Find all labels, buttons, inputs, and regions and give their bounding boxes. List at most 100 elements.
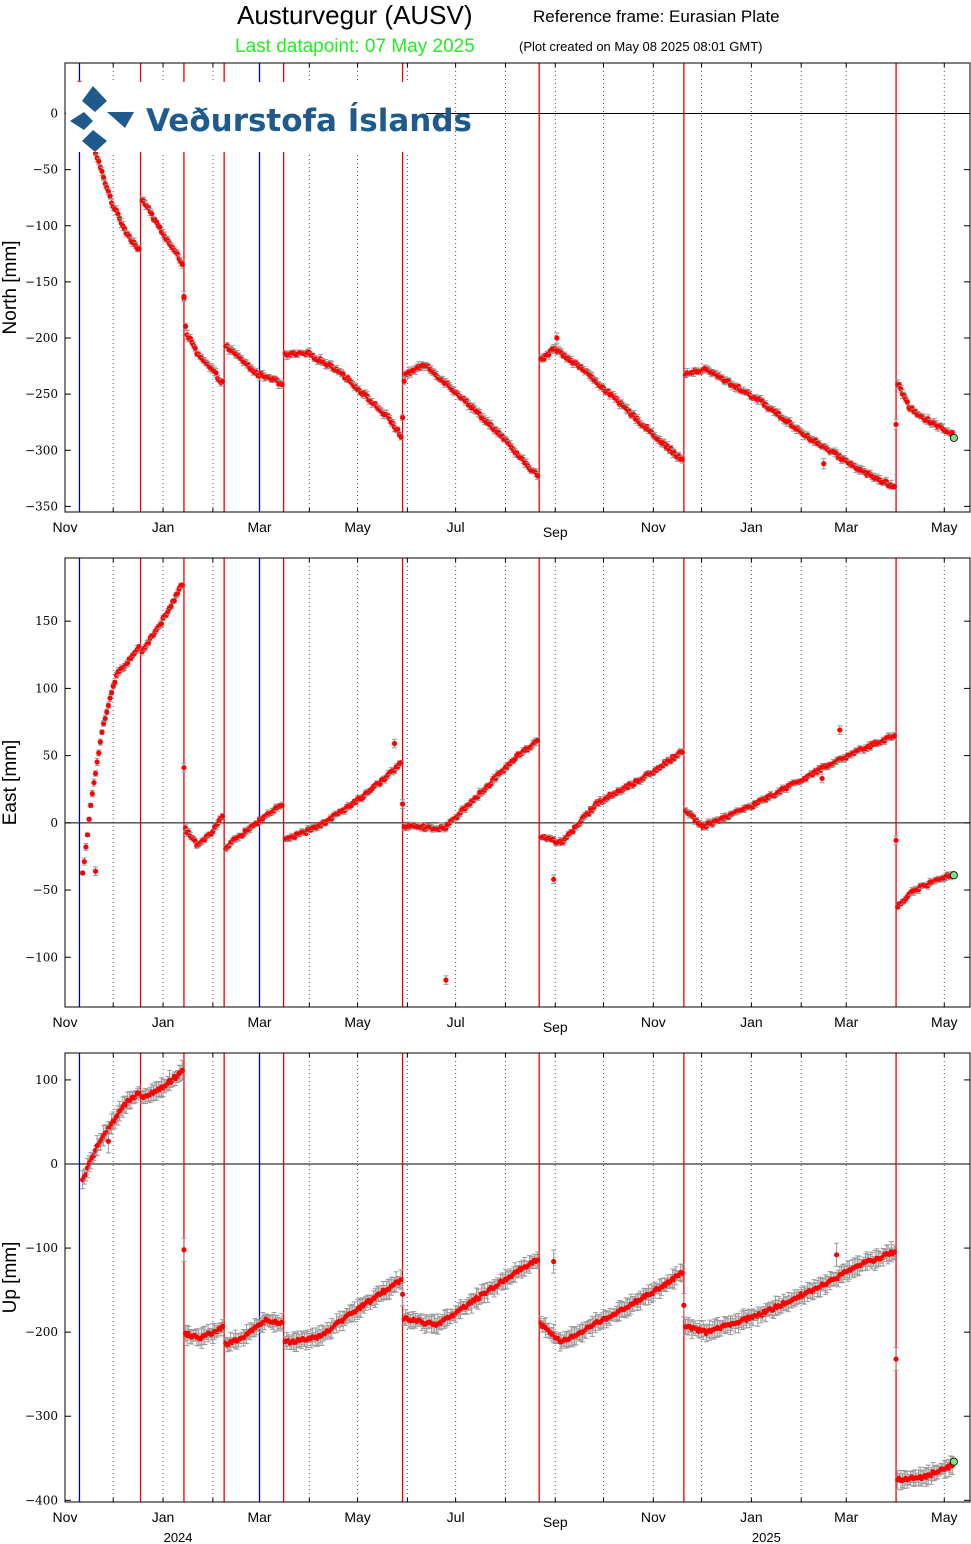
data-point — [949, 429, 955, 436]
last-datapoint-label: Last datapoint: 07 May 2025 — [235, 36, 475, 57]
y-tick-label: 100 — [35, 681, 58, 695]
outlier-point — [551, 876, 557, 882]
y-tick-label: 150 — [35, 614, 58, 628]
data-point — [83, 844, 89, 850]
data-point — [136, 246, 142, 252]
data-point — [219, 1323, 226, 1329]
y-tick-label: −150 — [25, 275, 58, 289]
x-tick-label: Jul — [447, 1014, 465, 1030]
data-point — [398, 434, 404, 440]
data-point — [81, 858, 87, 865]
y-tick-label: −100 — [25, 1241, 58, 1255]
y-tick-label: −100 — [25, 950, 58, 964]
data-point — [586, 811, 592, 817]
data-point — [158, 621, 165, 627]
x-tick-label: Mar — [834, 1014, 858, 1030]
data-point — [109, 690, 115, 696]
plot-frame — [64, 62, 971, 513]
data-point — [89, 791, 95, 797]
data-point — [91, 780, 97, 786]
data-point — [279, 381, 285, 388]
data-point — [149, 211, 155, 217]
y-axis-label: North [mm] — [0, 241, 21, 335]
data-point — [157, 224, 163, 230]
data-point — [171, 598, 177, 604]
data-point — [904, 399, 910, 405]
plot-frame — [64, 557, 971, 1008]
data-point — [94, 759, 100, 765]
data-point — [182, 323, 189, 329]
data-point — [179, 1067, 185, 1073]
outlier-point — [443, 977, 449, 983]
outlier-point — [819, 775, 825, 782]
data-point — [534, 737, 541, 744]
data-point — [240, 832, 247, 838]
outlier-point — [821, 461, 827, 467]
data-point — [395, 426, 401, 433]
data-point — [679, 749, 685, 755]
x-tick-label: May — [344, 1014, 370, 1030]
data-point — [398, 760, 404, 766]
data-point — [88, 802, 94, 808]
outlier-point — [181, 293, 187, 300]
data-point — [401, 378, 407, 384]
data-point — [99, 168, 105, 174]
data-point — [891, 733, 898, 739]
y-tick-label: −250 — [25, 387, 58, 401]
data-point — [80, 870, 86, 876]
x-tick-label: Jan — [152, 519, 175, 535]
data-point — [174, 590, 181, 597]
x-tick-label: Sep — [543, 1019, 568, 1035]
data-point — [679, 456, 685, 462]
data-point — [891, 483, 898, 490]
reference-frame-label: Reference frame: Eurasian Plate — [533, 7, 780, 26]
y-tick-label: −200 — [25, 1325, 58, 1339]
y-tick-label: −300 — [25, 443, 58, 457]
x-tick-label: Nov — [53, 1014, 78, 1030]
data-point — [107, 695, 113, 701]
x-tick-label: May — [931, 1014, 957, 1030]
outlier-point — [92, 868, 99, 874]
data-point — [110, 683, 116, 689]
x-tick-label: Mar — [834, 519, 858, 535]
data-point — [145, 640, 152, 646]
x-tick-label: Mar — [247, 519, 271, 535]
outlier-point — [837, 727, 843, 733]
last-data-point — [949, 871, 958, 880]
chart-panel: 150 100 50 0 −50 −100 Nov Jan Mar May Jul Sep Nov Jan… — [0, 557, 971, 1035]
y-tick-label: −50 — [33, 163, 58, 177]
last-data-point — [949, 433, 958, 442]
y-tick-label: 0 — [50, 1157, 58, 1171]
data-point — [760, 398, 766, 404]
x-tick-label: Sep — [543, 524, 568, 540]
data-point — [105, 188, 112, 195]
data-point — [86, 816, 92, 822]
data-point — [192, 345, 198, 351]
outlier-point — [554, 335, 560, 341]
data-point — [97, 739, 103, 745]
x-tick-label: Jan — [152, 1014, 175, 1030]
y-tick-label: −50 — [33, 883, 58, 897]
outlier-point — [181, 765, 187, 771]
y-tick-label: 50 — [43, 749, 58, 763]
outlier-point — [399, 801, 406, 807]
data-point — [136, 1090, 142, 1096]
plot-created-label: (Plot created on May 08 2025 08:01 GMT) — [519, 39, 763, 54]
y-tick-label: −400 — [25, 1493, 58, 1507]
outlier-point — [391, 740, 398, 747]
data-point — [340, 371, 346, 377]
data-point — [112, 679, 118, 685]
x-tick-label: Nov — [53, 519, 78, 535]
data-point — [96, 750, 102, 756]
y-tick-label: −100 — [25, 219, 58, 233]
data-point — [136, 644, 142, 650]
data-point — [84, 832, 91, 838]
y-tick-label: −300 — [25, 1409, 58, 1423]
y-tick-label: 100 — [35, 1073, 58, 1087]
x-tick-label: Nov — [641, 519, 666, 535]
data-point — [399, 414, 406, 421]
data-point — [279, 802, 285, 809]
y-tick-label: −200 — [25, 331, 58, 345]
